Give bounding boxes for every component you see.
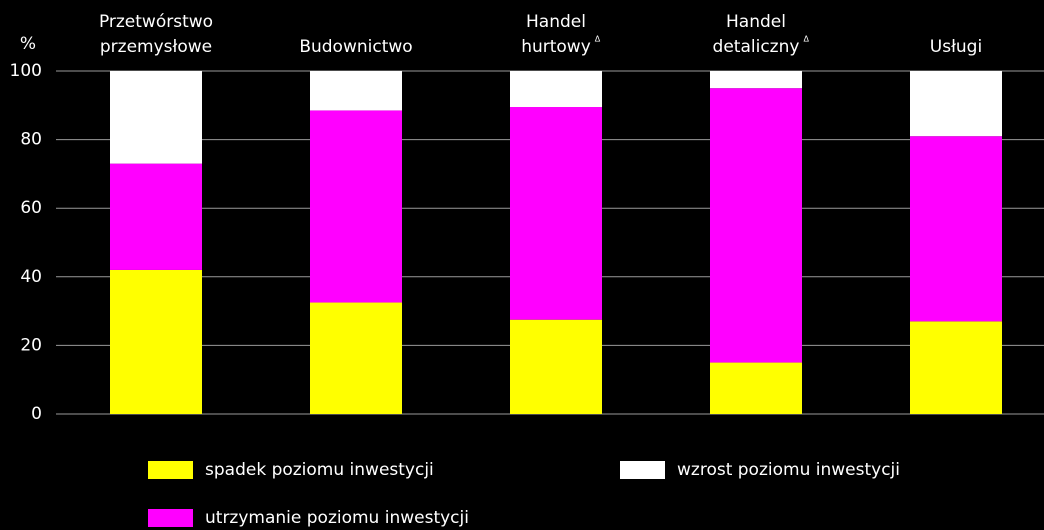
y-tick-label: 100 <box>10 61 42 81</box>
bar-segment <box>910 321 1002 414</box>
legend-swatch <box>148 461 193 479</box>
x-tick-label: Handel <box>526 12 586 32</box>
x-tick-label: hurtowy <box>521 37 591 57</box>
bar-segment <box>910 136 1002 322</box>
bar-segment <box>110 269 202 414</box>
legend-label: utrzymanie poziomu inwestycji <box>205 508 469 528</box>
legend-swatch <box>620 461 665 479</box>
bar-segment <box>510 107 602 320</box>
bar-segment <box>310 71 402 111</box>
y-unit: % <box>20 34 36 54</box>
x-tick-label: przemysłowe <box>100 37 212 57</box>
bar-segment <box>110 163 202 270</box>
bar-segment <box>110 71 202 164</box>
x-tick-label: Budownictwo <box>299 37 412 57</box>
x-tick-label: Przetwórstwo <box>99 12 213 32</box>
legend-label: wzrost poziomu inwestycji <box>677 460 900 480</box>
category-note: Δ <box>595 35 601 44</box>
bar-segment <box>710 88 802 363</box>
y-tick-label: 80 <box>20 130 42 150</box>
legend-label: spadek poziomu inwestycji <box>205 460 434 480</box>
y-tick-label: 40 <box>20 267 42 287</box>
x-tick-label: Handel <box>726 12 786 32</box>
bar-segment <box>710 71 802 89</box>
y-tick-label: 20 <box>20 335 42 355</box>
y-tick-label: 60 <box>20 198 42 218</box>
y-tick-label: 0 <box>31 404 42 424</box>
bar-segment <box>510 71 602 108</box>
category-note: Δ <box>803 35 809 44</box>
x-tick-label: detaliczny <box>713 37 800 57</box>
bar-segment <box>310 302 402 414</box>
bar-segment <box>510 319 602 414</box>
bar-segment <box>310 110 402 303</box>
bar-segment <box>710 362 802 414</box>
bar-segment <box>910 71 1002 137</box>
x-tick-label: Usługi <box>930 37 982 57</box>
legend-swatch <box>148 509 193 527</box>
